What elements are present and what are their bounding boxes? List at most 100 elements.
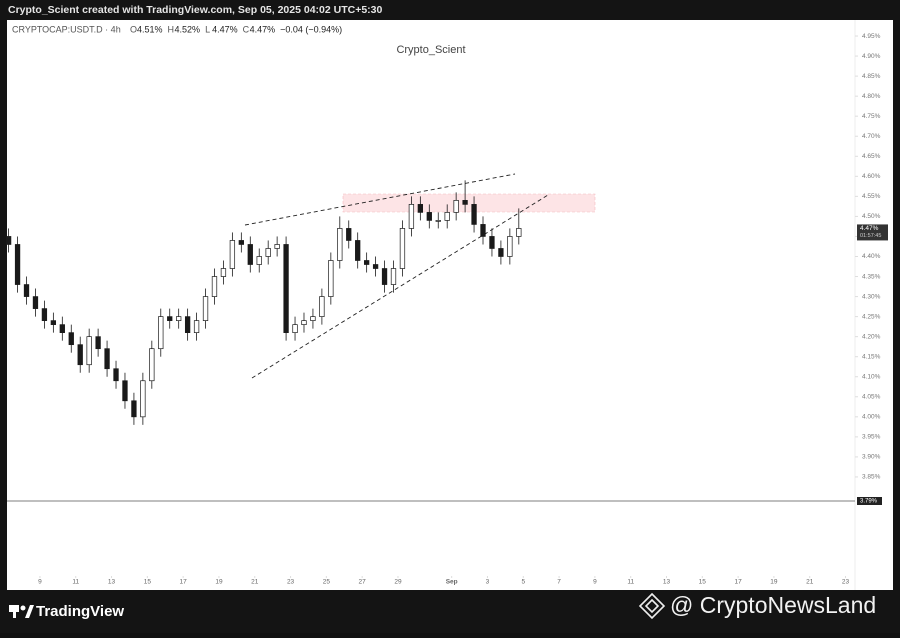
- y-tick-label: 4.85%: [862, 73, 881, 80]
- candle-body: [346, 228, 352, 241]
- candle-body: [301, 320, 307, 325]
- candle-body: [319, 296, 325, 317]
- lower-trendline: [251, 194, 549, 379]
- candle-body: [462, 200, 468, 205]
- candle-body: [507, 236, 513, 257]
- y-tick-label: 4.95%: [862, 33, 881, 40]
- x-tick-label: 5: [521, 579, 525, 586]
- ohlc-value: 4.51%: [137, 24, 163, 34]
- countdown: 01:57:45: [860, 233, 881, 239]
- x-tick-label: 13: [663, 579, 671, 586]
- candle-body: [131, 400, 137, 418]
- candle-body: [41, 308, 48, 321]
- x-tick-label: 11: [72, 579, 79, 586]
- y-tick-label: 3.95%: [862, 434, 881, 441]
- axes: O 4.51% H 4.52% L 4.47% C 4.47% −0.04 (−0.94%)3.…: [7, 24, 888, 586]
- ohlc-value: 4.52%: [175, 24, 201, 34]
- candle-body: [193, 320, 200, 333]
- x-tick-label: 17: [180, 579, 188, 586]
- x-tick-label: 7: [557, 579, 561, 586]
- x-tick-label: 23: [842, 579, 850, 586]
- candle-body: [122, 380, 128, 402]
- candle-body: [158, 316, 164, 350]
- y-tick-label: 4.15%: [862, 353, 881, 360]
- candle-body: [229, 240, 236, 269]
- y-tick-label: 4.60%: [862, 173, 881, 180]
- x-tick-label: 25: [323, 579, 331, 586]
- candle-body: [247, 244, 253, 265]
- candle-body: [292, 324, 298, 333]
- candle-body: [328, 260, 334, 297]
- candle-body: [113, 368, 119, 382]
- resistance-zone: [342, 193, 596, 213]
- candle-body: [498, 248, 504, 257]
- x-tick-label: 17: [734, 579, 742, 586]
- candle-body: [14, 244, 21, 285]
- ohlc-key: O: [130, 24, 137, 34]
- x-tick-label: 11: [627, 579, 634, 586]
- chart-pane: [7, 20, 893, 590]
- y-tick-label: 4.25%: [862, 313, 881, 320]
- candle-body: [68, 332, 74, 346]
- y-tick-label: 4.90%: [862, 53, 881, 60]
- x-tick-label: 9: [38, 579, 42, 586]
- candle-body: [23, 284, 30, 297]
- x-tick-label: 13: [108, 579, 116, 586]
- y-tick-label: 4.40%: [862, 253, 881, 260]
- candle-body: [372, 264, 379, 269]
- ohlc-value: 4.47%: [250, 24, 276, 34]
- footer-watermark: @ CryptoNewsLand: [670, 592, 876, 618]
- brand-logo: [9, 605, 34, 618]
- candle-body: [408, 204, 415, 229]
- y-tick-label: 4.30%: [862, 293, 881, 300]
- ohlc-value: 4.47%: [212, 24, 238, 34]
- candle-body: [50, 320, 57, 325]
- x-tick-label: 27: [359, 579, 367, 586]
- watermark-icon: [638, 592, 666, 620]
- candle-body: [140, 380, 146, 418]
- candle-body: [104, 348, 110, 370]
- symbol: CRYPTOCAP:USDT.D · 4h: [12, 24, 121, 34]
- ohlc-key: H: [168, 24, 175, 34]
- candle-body: [355, 240, 361, 261]
- candle-body: [489, 236, 495, 249]
- candle-body: [283, 244, 289, 333]
- change: −0.04 (−0.94%): [280, 24, 342, 34]
- x-tick-label: 19: [770, 579, 778, 586]
- candle-body: [77, 344, 83, 366]
- x-tick-label: 15: [144, 579, 152, 586]
- y-tick-label: 3.85%: [862, 474, 881, 481]
- candle-body: [211, 276, 218, 297]
- y-tick-label: 4.70%: [862, 133, 881, 140]
- candle-body: [444, 212, 450, 221]
- x-tick-label: 9: [593, 579, 597, 586]
- candle-body: [337, 228, 343, 261]
- x-tick-label: 3: [486, 579, 490, 586]
- candle-body: [149, 348, 155, 382]
- candles: [5, 180, 522, 425]
- y-tick-label: 4.35%: [862, 273, 881, 280]
- ohlc-key: L: [205, 24, 210, 34]
- candle-body: [417, 204, 423, 213]
- y-tick-label: 4.20%: [862, 333, 881, 340]
- x-tick-label: 29: [394, 579, 402, 586]
- y-tick-label: 4.05%: [862, 394, 881, 401]
- candle-body: [167, 316, 173, 321]
- y-tick-label: 4.10%: [862, 373, 881, 380]
- price-line-badge: [857, 497, 882, 505]
- candle-body: [5, 236, 12, 245]
- candle-body: [471, 204, 477, 225]
- y-tick-label: 3.90%: [862, 454, 881, 461]
- candle-body: [399, 228, 406, 269]
- ohlc-key: C: [243, 24, 250, 34]
- last-price-badge: [857, 224, 888, 241]
- candle-body: [86, 336, 92, 366]
- brand: TradingView: [36, 603, 124, 620]
- candle-body: [202, 296, 209, 321]
- candle-body: [238, 240, 244, 245]
- candle-body: [381, 268, 388, 285]
- y-tick-label: 4.55%: [862, 193, 881, 200]
- candle-body: [516, 228, 522, 237]
